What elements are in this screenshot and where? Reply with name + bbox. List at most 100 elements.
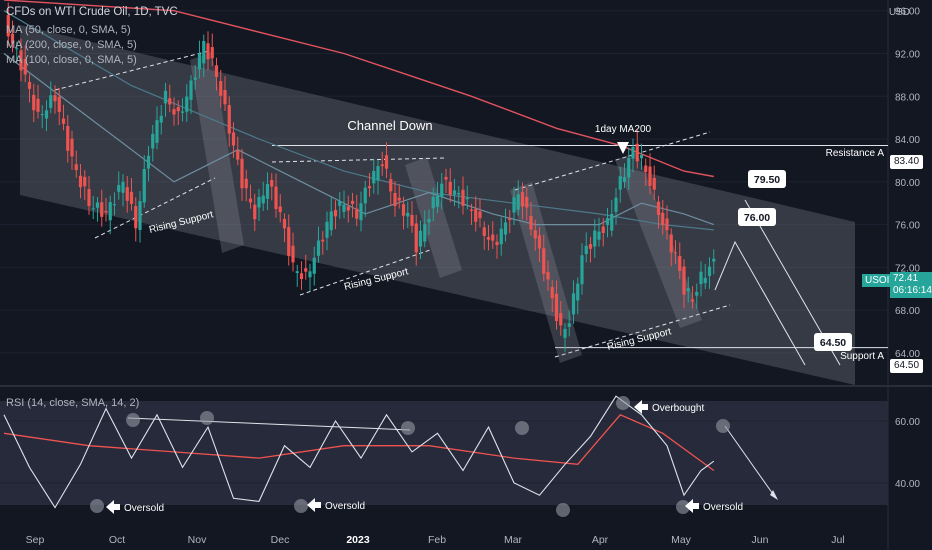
projection-path-a	[714, 240, 806, 366]
rising-support-line-1	[54, 49, 214, 91]
candle-body	[112, 204, 117, 206]
candle-body	[57, 96, 61, 112]
rsi-pivot-marker-4	[401, 421, 415, 435]
candle-body	[325, 221, 329, 238]
candle-body	[440, 183, 444, 198]
candle-body	[457, 192, 461, 195]
x-tick-label: 2023	[346, 534, 370, 546]
y-tick-label: 96.00	[895, 7, 920, 18]
resistance-price-tag: 83.40	[890, 155, 924, 169]
candle-body	[291, 245, 295, 263]
candle-body	[36, 98, 40, 112]
candle-body	[295, 271, 299, 273]
overbought-label: Overbought	[652, 403, 704, 414]
candle-body	[104, 210, 108, 213]
candle-body	[380, 164, 384, 167]
candle-body	[384, 155, 389, 169]
candle-body	[508, 218, 512, 220]
candle-body	[427, 218, 431, 223]
rising-support-line-2	[299, 249, 431, 296]
candle-body	[265, 183, 270, 199]
candle-body	[520, 192, 525, 207]
candle-body	[185, 96, 189, 112]
oversold-label-2: Oversold	[325, 501, 365, 512]
candle-body	[576, 283, 580, 301]
candle-body	[74, 164, 78, 171]
target-value-1: 76.00	[744, 212, 770, 224]
candle-body	[308, 271, 312, 278]
candle-body	[690, 299, 695, 302]
candle-body	[712, 258, 716, 262]
candle-body	[206, 43, 210, 60]
candle-body	[563, 328, 567, 338]
candle-body	[495, 241, 499, 246]
ma100-legend: MA (100, close, 0, SMA, 5)	[6, 54, 137, 66]
candle-body	[23, 59, 27, 75]
candle-body	[465, 197, 469, 200]
candle-body	[282, 218, 287, 229]
rsi-pivot-marker-1	[126, 413, 140, 427]
candle-body	[146, 155, 151, 169]
rising-support-line-0	[94, 177, 216, 239]
candle-body	[639, 155, 644, 159]
y-tick-label: 68.00	[895, 306, 920, 317]
currency-label: USD	[888, 7, 910, 18]
candle-body	[571, 293, 576, 315]
candle-body	[516, 194, 520, 210]
candle-body	[70, 138, 74, 157]
candle-body	[537, 235, 542, 249]
candle-body	[27, 82, 32, 89]
candle-body	[678, 255, 682, 271]
candle-body	[193, 77, 197, 80]
impulse-band-3	[615, 152, 702, 328]
x-tick-label: Jun	[752, 534, 769, 546]
candle-body	[435, 195, 440, 207]
candle-body	[414, 223, 418, 253]
candle-body	[299, 273, 304, 280]
candle-body	[355, 208, 359, 219]
candle-body	[448, 181, 452, 195]
candle-body	[482, 227, 486, 236]
rsi-pivot-marker-9	[716, 419, 730, 433]
candle-body	[19, 50, 23, 71]
candle-body	[627, 158, 631, 178]
candle-body	[486, 237, 491, 240]
impulse-band-2	[510, 182, 582, 363]
rsi-pivot-marker-2	[200, 411, 214, 425]
candle-body	[333, 209, 338, 217]
rsi-pivot-marker-7	[616, 396, 630, 410]
candle-body	[66, 126, 70, 151]
candle-body	[452, 190, 457, 195]
candle-body	[83, 176, 87, 187]
x-tick-label: Sep	[26, 534, 45, 546]
rsi-pivot-marker-8	[676, 500, 690, 514]
candle-body	[410, 214, 414, 226]
candle-body	[53, 95, 57, 102]
candle-body	[223, 89, 227, 105]
candle-body	[219, 80, 223, 96]
candle-body	[142, 169, 146, 203]
rsi-pivot-marker-6	[556, 503, 570, 517]
candle-body	[40, 114, 44, 116]
candle-body	[444, 176, 448, 180]
candle-body	[635, 143, 639, 162]
overbought-label-arrow-icon	[634, 400, 648, 414]
candle-body	[342, 204, 346, 212]
candle-body	[367, 186, 372, 189]
y-tick-label: 80.00	[895, 178, 920, 189]
candle-body	[376, 166, 380, 181]
candle-body	[214, 65, 219, 77]
candle-body	[648, 166, 652, 186]
impulse-band-0	[190, 52, 244, 253]
candle-body	[406, 212, 410, 217]
candle-body	[91, 208, 95, 210]
rsi-title: RSI (14, close, SMA, 14, 2)	[6, 397, 140, 409]
candle-body	[431, 196, 435, 209]
candle-body	[389, 179, 393, 192]
y-tick-label: 64.00	[895, 349, 920, 360]
candle-body	[248, 198, 253, 203]
ma50-legend: MA (50, close, 0, SMA, 5)	[6, 24, 131, 36]
rising-support-line-5	[514, 131, 711, 191]
candle-body	[100, 202, 104, 217]
candle-body	[359, 203, 363, 221]
